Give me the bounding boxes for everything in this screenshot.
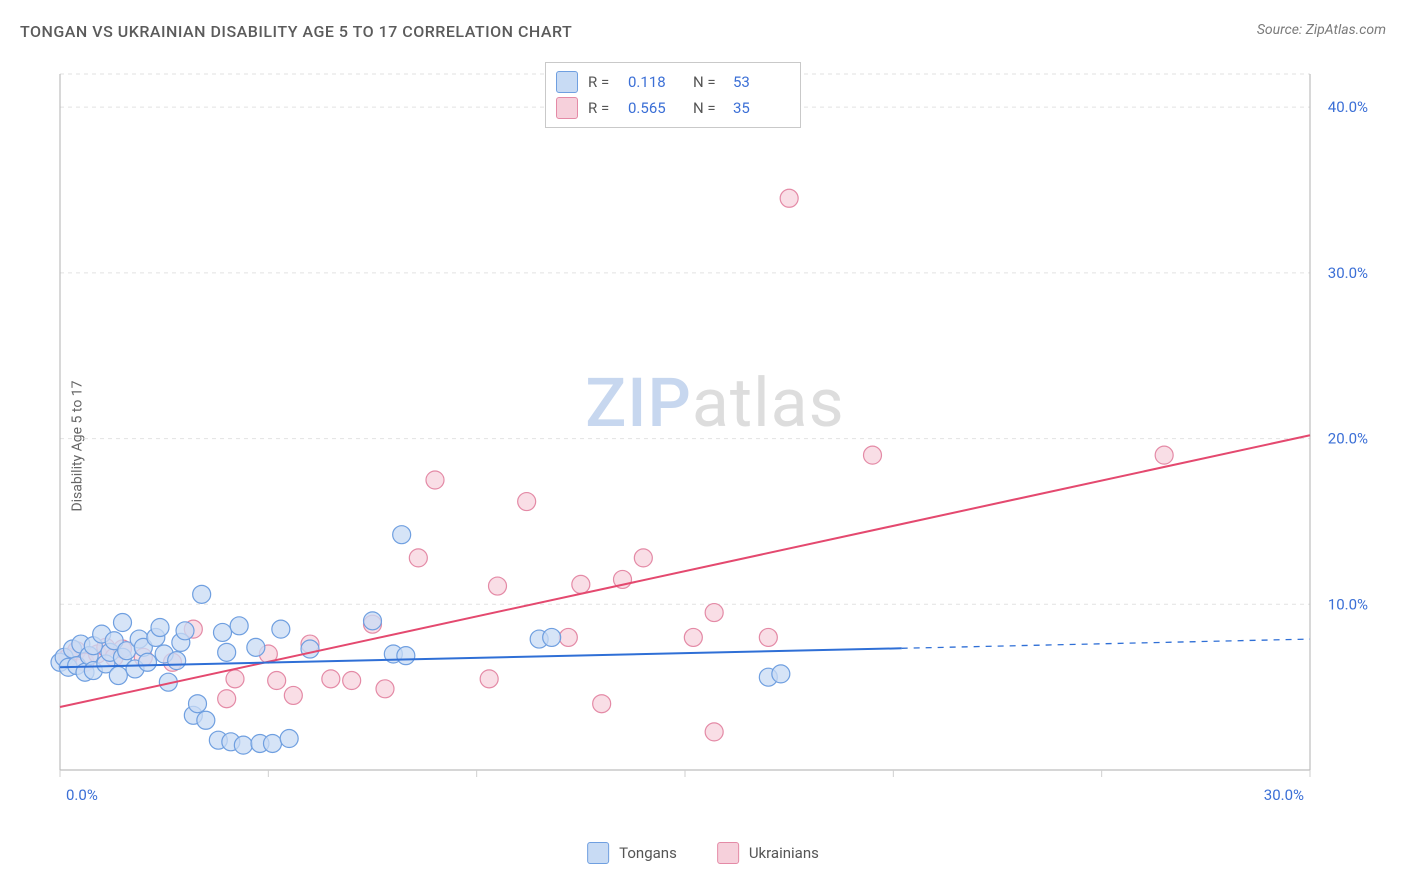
legend-item-tongans: Tongans [587, 842, 677, 864]
svg-text:10.0%: 10.0% [1328, 595, 1368, 613]
stats-legend: R = 0.118 N = 53 R = 0.565 N = 35 [545, 62, 801, 128]
n-value-tongans: 53 [733, 73, 788, 91]
svg-text:40.0%: 40.0% [1328, 98, 1368, 116]
r-label: R = [588, 99, 618, 117]
r-value-ukrainians: 0.565 [628, 99, 683, 117]
scatter-plot: 0.0%30.0%10.0%20.0%30.0%40.0% ZIPatlas [50, 60, 1380, 840]
swatch-tongans [556, 71, 578, 93]
chart-title: TONGAN VS UKRAINIAN DISABILITY AGE 5 TO … [20, 22, 572, 41]
svg-text:30.0%: 30.0% [1328, 264, 1368, 282]
legend-label-tongans: Tongans [619, 844, 677, 862]
legend-item-ukrainians: Ukrainians [717, 842, 819, 864]
legend-row-tongans: R = 0.118 N = 53 [556, 69, 788, 95]
swatch-ukrainians [717, 842, 739, 864]
swatch-ukrainians [556, 97, 578, 119]
svg-text:20.0%: 20.0% [1328, 430, 1368, 448]
svg-text:30.0%: 30.0% [1264, 786, 1304, 804]
n-label: N = [693, 73, 723, 91]
n-label: N = [693, 99, 723, 117]
n-value-ukrainians: 35 [733, 99, 788, 117]
series-legend: Tongans Ukrainians [587, 842, 819, 864]
legend-row-ukrainians: R = 0.565 N = 35 [556, 95, 788, 121]
legend-label-ukrainians: Ukrainians [749, 844, 819, 862]
swatch-tongans [587, 842, 609, 864]
svg-text:0.0%: 0.0% [66, 786, 98, 804]
r-value-tongans: 0.118 [628, 73, 683, 91]
r-label: R = [588, 73, 618, 91]
source-label: Source: ZipAtlas.com [1257, 22, 1386, 38]
